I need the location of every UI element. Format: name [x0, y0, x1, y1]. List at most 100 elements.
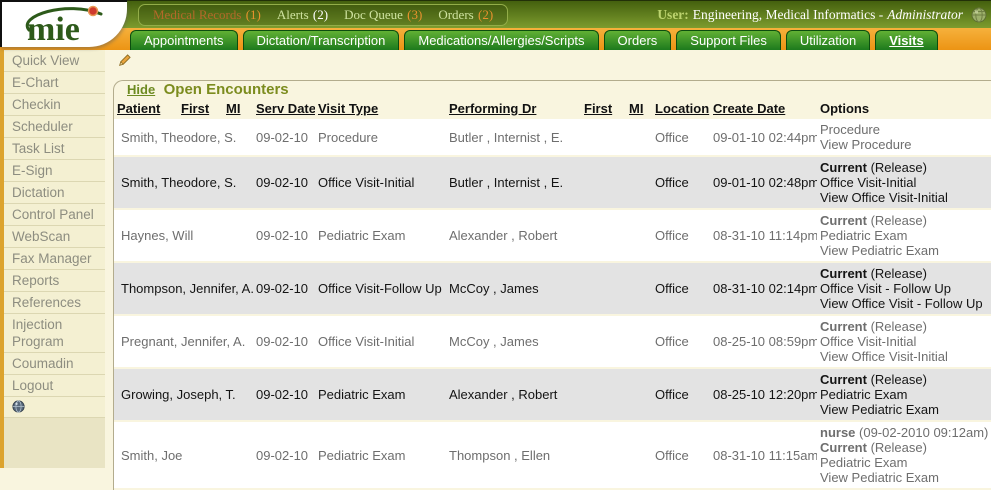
sidebar-item-references[interactable]: References [4, 292, 105, 314]
create-date-cell: 08-25-10 12:20pm [713, 387, 817, 402]
option-status-bold: Current [820, 160, 867, 175]
option-link[interactable]: nurse (09-02-2010 09:12am) [820, 425, 989, 440]
column-header-location[interactable]: Location [655, 101, 710, 116]
tab-utilization[interactable]: Utilization [785, 30, 871, 50]
top-nav-item-medical-records[interactable]: Medical Records (1) [153, 7, 261, 23]
create-date-cell: 08-31-10 11:15am [713, 447, 817, 463]
globe-icon[interactable] [971, 7, 987, 23]
user-name: Engineering, Medical Informatics - [692, 6, 884, 22]
column-header-first[interactable]: First [181, 101, 210, 116]
option-link[interactable]: Current (Release) [820, 372, 927, 387]
option-link[interactable]: View Office Visit-Initial [820, 190, 948, 205]
sidebar-item-webscan[interactable]: WebScan [4, 226, 105, 248]
visit-type-cell: Procedure [318, 129, 378, 145]
option-link[interactable]: Procedure [820, 122, 880, 137]
column-header-patient[interactable]: Patient [117, 101, 161, 116]
option-link[interactable]: Current (Release) [820, 319, 927, 334]
column-header-options: Options [820, 101, 870, 116]
visit-type-cell: Pediatric Exam [318, 447, 406, 463]
options-cell: Current (Release) Office Visit - Follow U… [817, 262, 991, 315]
option-status-bold: Current [820, 213, 867, 228]
top-nav-item-count: (3) [403, 6, 423, 22]
tab-support-files[interactable]: Support Files [676, 30, 781, 50]
performing-dr-cell: McCoy , James [449, 334, 539, 349]
serv-date-cell: 09-02-10 [256, 281, 309, 296]
sidebar-item-dictation[interactable]: Dictation [4, 182, 105, 204]
option-link[interactable]: Current (Release) [820, 160, 927, 175]
top-nav: Medical Records (1) Alerts (2) Doc Queue (… [138, 3, 509, 26]
top-nav-item-orders[interactable]: Orders (2) [438, 7, 493, 23]
visit-type-cell: Office Visit-Initial [318, 334, 415, 349]
create-date-cell: 08-25-10 08:59pm [713, 334, 817, 349]
column-header-mi[interactable]: MI [629, 101, 644, 116]
option-link[interactable]: View Office Visit-Initial [820, 349, 948, 364]
sidebar-item-checkin[interactable]: Checkin [4, 94, 105, 116]
patient-cell: Thompson, Jennifer, A. [121, 281, 253, 296]
table-row: Smith, Joe 09-02-10 Pediatric Exam Thompson… [114, 421, 991, 489]
option-link[interactable]: View Office Visit - Follow Up [820, 296, 983, 311]
sidebar-item-reports[interactable]: Reports [4, 270, 105, 292]
performing-dr-cell: McCoy , James [449, 281, 539, 296]
option-link[interactable]: View Pediatric Exam [820, 470, 939, 485]
table-row: Growing, Joseph, T. 09-02-10 Pediatric Exa… [114, 368, 991, 421]
visit-type-cell: Pediatric Exam [318, 228, 406, 243]
sidebar-item-coumadin[interactable]: Coumadin [4, 353, 105, 375]
patient-cell: Smith, Joe [121, 447, 183, 463]
options-cell: Current (Release) Pediatric Exam View Pedi… [817, 209, 991, 262]
serv-date-cell: 09-02-10 [256, 447, 309, 463]
option-status-bold: nurse [820, 425, 856, 440]
option-link[interactable]: View Pediatric Exam [820, 402, 939, 417]
performing-dr-cell: Butler , Internist , E. [449, 175, 564, 190]
sidebar-item-logout[interactable]: Logout [4, 375, 105, 397]
sidebar-item-fax-manager[interactable]: Fax Manager [4, 248, 105, 270]
performing-dr-cell: Alexander , Robert [449, 387, 558, 402]
tab-visits[interactable]: Visits [875, 30, 938, 50]
serv-date-cell: 09-02-10 [256, 334, 309, 349]
sidebar-globe-icon[interactable] [4, 397, 105, 418]
column-header-serv-date[interactable]: Serv Date [256, 101, 315, 116]
sidebar-item-injection-program[interactable]: Injection Program [4, 314, 105, 353]
option-link[interactable]: View Pediatric Exam [820, 243, 939, 258]
edit-pencil-icon[interactable] [118, 53, 132, 67]
top-nav-item-count: (1) [242, 6, 261, 22]
create-date-cell: 09-01-10 02:48pm [713, 175, 817, 190]
option-link[interactable]: Pediatric Exam [820, 228, 908, 243]
sidebar-item-e-sign[interactable]: E-Sign [4, 160, 105, 182]
option-link[interactable]: Office Visit-Initial [820, 334, 917, 349]
column-header-create-date[interactable]: Create Date [713, 101, 786, 116]
sidebar-item-control-panel[interactable]: Control Panel [4, 204, 105, 226]
top-nav-item-label: Orders [438, 6, 474, 22]
column-header-performing-dr[interactable]: Performing Dr [449, 101, 537, 116]
option-link[interactable]: Pediatric Exam [820, 455, 908, 470]
table-row: Pregnant, Jennifer, A. 09-02-10 Office Vis… [114, 315, 991, 368]
hide-link[interactable]: Hide [127, 82, 156, 97]
location-cell: Office [655, 334, 689, 349]
tab-orders[interactable]: Orders [603, 30, 672, 50]
logo[interactable]: mie [0, 0, 127, 47]
option-link[interactable]: Current (Release) [820, 266, 927, 281]
option-link[interactable]: Office Visit-Initial [820, 175, 917, 190]
sidebar-item-scheduler[interactable]: Scheduler [4, 116, 105, 138]
tab-medications-allergies-scripts[interactable]: Medications/Allergies/Scripts [404, 30, 599, 50]
table-row: Smith, Theodore, S. 09-02-10 Office Visit-… [114, 156, 991, 209]
panel-title: Open Encounters [163, 81, 289, 98]
patient-cell: Smith, Theodore, S. [121, 175, 237, 190]
column-header-first[interactable]: First [584, 101, 613, 116]
top-nav-item-doc-queue[interactable]: Doc Queue (3) [344, 7, 422, 23]
option-link[interactable]: Current (Release) [820, 213, 927, 228]
column-header-mi[interactable]: MI [226, 101, 241, 116]
sidebar-item-quick-view[interactable]: Quick View [4, 50, 105, 72]
option-link[interactable]: View Procedure [820, 137, 912, 152]
option-link[interactable]: Current (Release) [820, 440, 927, 455]
option-link[interactable]: Office Visit - Follow Up [820, 281, 952, 296]
tab-dictation-transcription[interactable]: Dictation/Transcription [242, 30, 400, 50]
visit-type-cell: Office Visit-Follow Up [318, 281, 442, 296]
create-date-cell: 08-31-10 02:14pm [713, 281, 817, 296]
option-link[interactable]: Pediatric Exam [820, 387, 908, 402]
sidebar-item-task-list[interactable]: Task List [4, 138, 105, 160]
column-header-visit-type[interactable]: Visit Type [318, 101, 379, 116]
top-nav-item-alerts[interactable]: Alerts (2) [277, 7, 328, 23]
sidebar-item-e-chart[interactable]: E-Chart [4, 72, 105, 94]
serv-date-cell: 09-02-10 [256, 175, 309, 190]
tab-appointments[interactable]: Appointments [130, 30, 238, 50]
